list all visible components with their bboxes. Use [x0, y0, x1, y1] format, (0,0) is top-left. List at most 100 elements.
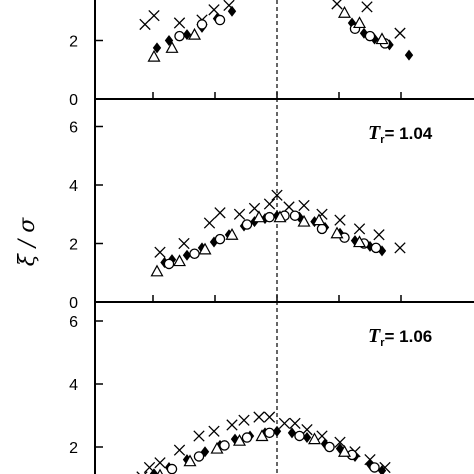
panel-frames [94, 0, 474, 474]
circle-marker [163, 258, 175, 270]
triangle-marker [337, 5, 352, 18]
cross-marker [139, 18, 151, 31]
y-tick-label: 2 [69, 237, 78, 254]
data-markers [136, 0, 414, 474]
cross-marker [173, 444, 186, 456]
cross-marker [353, 223, 366, 235]
diamond-marker [272, 425, 282, 437]
circle-marker [370, 242, 382, 254]
triangle-marker [147, 49, 161, 62]
cross-marker [154, 246, 166, 258]
panel-label: Tr= 1.04 [368, 122, 433, 146]
y-tick-label: 2 [69, 34, 78, 51]
y-tick-label: 0 [69, 295, 78, 312]
triangle-marker [297, 214, 311, 227]
cross-marker [263, 198, 276, 210]
triangle-marker [252, 210, 266, 223]
cross-marker [203, 217, 216, 229]
triangle-marker [183, 454, 197, 467]
y-tick-label: 4 [69, 178, 78, 195]
cross-marker [271, 189, 283, 201]
triangle-marker [187, 27, 202, 40]
cross-marker [278, 417, 291, 430]
circle-marker [214, 14, 226, 26]
triangle-marker [255, 429, 269, 442]
cross-marker [289, 417, 301, 430]
cross-marker [193, 430, 205, 442]
diamond-marker [230, 433, 240, 445]
y-tick-label: 4 [69, 377, 78, 394]
triangle-marker [375, 32, 389, 45]
circle-marker [324, 441, 335, 453]
circle-marker [364, 30, 376, 42]
triangle-marker [312, 213, 326, 226]
cross-marker [334, 214, 346, 226]
diamond-marker [209, 236, 219, 248]
cross-marker [173, 17, 186, 29]
circle-marker [196, 19, 208, 30]
triangle-marker [307, 432, 322, 445]
triangle-marker [198, 242, 212, 255]
cross-marker [208, 425, 220, 437]
diamond-marker [182, 249, 192, 261]
diamond-marker [152, 42, 162, 54]
circle-marker [214, 233, 226, 245]
y-tick-label: 6 [69, 314, 78, 331]
cross-marker [238, 414, 250, 426]
circle-marker [193, 451, 205, 462]
cross-marker [394, 27, 406, 39]
cross-marker [214, 207, 226, 219]
diamond-marker [200, 446, 210, 458]
triangle-marker [165, 41, 179, 53]
cross-marker [334, 436, 346, 448]
cross-marker [331, 0, 343, 10]
panel-labels: ξ / σ Tr= 1.04 Tr= 1.06 [15, 122, 433, 349]
panel-label: Tr= 1.06 [368, 325, 432, 349]
circle-marker [264, 427, 275, 439]
triangle-marker [210, 441, 224, 454]
cross-marker [394, 242, 406, 254]
y-axis-label: ξ / σ [15, 217, 40, 267]
diamond-marker [377, 465, 387, 474]
cross-marker [154, 457, 166, 469]
triangle-marker [337, 444, 352, 457]
y-tick-label: 0 [69, 92, 78, 109]
diamond-marker [287, 427, 297, 439]
y-tick-label: 6 [69, 120, 78, 137]
cross-marker [248, 202, 261, 215]
triangle-marker [352, 16, 367, 29]
triangle-marker [352, 235, 367, 248]
diamond-marker [182, 454, 192, 466]
circle-marker [316, 223, 328, 235]
cross-marker [233, 208, 246, 220]
circle-marker [241, 432, 253, 443]
cross-marker [361, 1, 373, 13]
circle-marker [219, 440, 230, 451]
cross-marker [263, 411, 276, 423]
diamond-marker [164, 35, 174, 46]
triangle-marker [157, 468, 163, 474]
triangle-marker [232, 433, 247, 446]
circle-marker [289, 210, 301, 221]
diamond-marker [404, 49, 414, 61]
diamond-marker [302, 432, 312, 444]
circle-marker [241, 219, 253, 230]
triangle-marker [150, 264, 164, 277]
cross-marker [148, 9, 160, 22]
y-tick-label: 2 [69, 440, 78, 457]
circle-marker [264, 211, 275, 223]
diamond-marker [182, 29, 192, 41]
cross-marker [178, 237, 190, 250]
triangle-marker [273, 210, 287, 223]
circle-marker [369, 462, 380, 473]
triangle-marker [225, 227, 239, 240]
diamond-marker [227, 5, 237, 17]
axis-ticks: 0 2 0 2 4 6 2 4 6 [69, 34, 402, 457]
cross-marker [283, 201, 295, 213]
cross-marker [373, 229, 385, 241]
circle-marker [294, 430, 305, 442]
triangle-marker [330, 226, 344, 239]
circle-marker [189, 248, 200, 259]
diamond-marker [197, 242, 207, 254]
